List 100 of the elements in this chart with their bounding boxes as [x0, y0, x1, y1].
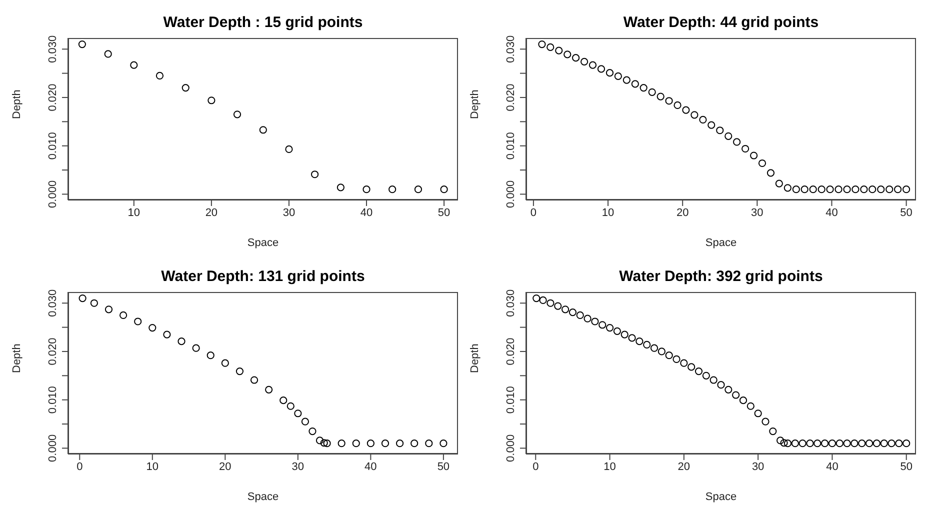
point	[622, 76, 630, 84]
y-tick-label: 0.020	[47, 338, 59, 366]
x-tick-label: 20	[676, 206, 689, 219]
point	[323, 440, 331, 448]
x-tick-label: 40	[360, 206, 373, 219]
y-tick-label: 0.010	[505, 132, 517, 160]
point	[710, 376, 718, 384]
x-axis-title: Space	[705, 491, 737, 503]
point	[308, 427, 316, 436]
point	[78, 294, 86, 302]
point	[352, 440, 360, 448]
point	[886, 186, 894, 194]
point	[568, 308, 577, 316]
point	[821, 440, 829, 448]
point	[440, 186, 448, 194]
y-axis-title: Depth	[10, 90, 23, 119]
point	[178, 338, 186, 346]
y-tick-label: 0.030	[47, 289, 59, 317]
point	[555, 46, 563, 54]
x-tick-label: 40	[826, 460, 838, 473]
point	[680, 359, 688, 367]
point	[643, 340, 651, 349]
point	[381, 440, 390, 448]
point	[826, 186, 834, 194]
point	[576, 311, 584, 320]
point	[708, 121, 716, 129]
point	[784, 184, 792, 192]
y-tick-label: 0.010	[47, 386, 59, 414]
point	[388, 186, 396, 194]
point	[546, 299, 554, 307]
point	[868, 186, 876, 194]
point	[620, 330, 628, 338]
point	[310, 170, 319, 178]
point	[148, 324, 156, 332]
point	[546, 43, 554, 51]
point	[316, 436, 324, 444]
point	[800, 186, 808, 194]
x-axis-title: Space	[247, 491, 279, 503]
point	[163, 330, 171, 338]
point	[739, 396, 748, 404]
x-tick-label: 50	[438, 206, 450, 219]
point	[285, 145, 293, 154]
point	[598, 321, 606, 329]
point	[591, 318, 599, 326]
y-tick-label: 0.010	[505, 386, 517, 414]
point	[860, 186, 868, 194]
x-tick-label: 0	[530, 206, 537, 219]
point	[850, 440, 858, 448]
point	[672, 355, 680, 364]
y-axis-title: Depth	[10, 344, 23, 373]
point	[130, 61, 138, 69]
x-tick-label: 30	[752, 460, 764, 473]
point	[724, 386, 732, 394]
point	[90, 299, 98, 307]
point	[674, 101, 682, 110]
point	[656, 92, 664, 100]
point	[366, 440, 374, 448]
point	[362, 186, 370, 194]
point	[716, 126, 724, 134]
point	[564, 50, 572, 58]
point	[554, 302, 562, 310]
point	[776, 436, 784, 444]
point	[880, 440, 888, 448]
point	[702, 372, 710, 380]
y-tick-label: 0.020	[47, 84, 59, 112]
chart-title: Water Depth: 131 grid points	[160, 268, 366, 285]
point	[682, 106, 690, 114]
point	[732, 391, 740, 399]
point	[636, 338, 644, 346]
point	[733, 138, 741, 146]
y-tick-label: 0.020	[505, 84, 517, 112]
point	[120, 311, 128, 320]
y-tick-label: 0.030	[505, 35, 517, 63]
x-tick-label: 40	[826, 206, 838, 219]
chart-title: Water Depth: 44 grid points	[622, 14, 820, 31]
point	[221, 359, 229, 367]
x-tick-label: 20	[678, 460, 690, 473]
point	[746, 402, 754, 410]
point	[425, 440, 433, 448]
point	[301, 418, 309, 426]
point	[865, 440, 874, 448]
point	[852, 186, 860, 194]
point	[895, 440, 903, 448]
x-tick-label: 30	[282, 206, 296, 219]
y-tick-label: 0.000	[47, 180, 59, 208]
point	[294, 410, 302, 418]
point	[236, 368, 244, 376]
x-tick-label: 50	[437, 460, 450, 473]
x-tick-label: 30	[292, 460, 304, 473]
y-tick-label: 0.010	[47, 132, 59, 160]
point	[780, 439, 788, 447]
point	[208, 96, 216, 104]
point	[775, 180, 783, 188]
point	[538, 40, 546, 48]
point	[806, 440, 814, 448]
point	[894, 186, 902, 194]
point	[206, 352, 214, 360]
point	[688, 363, 696, 371]
y-axis-title: Depth	[468, 344, 481, 373]
point	[828, 440, 836, 448]
